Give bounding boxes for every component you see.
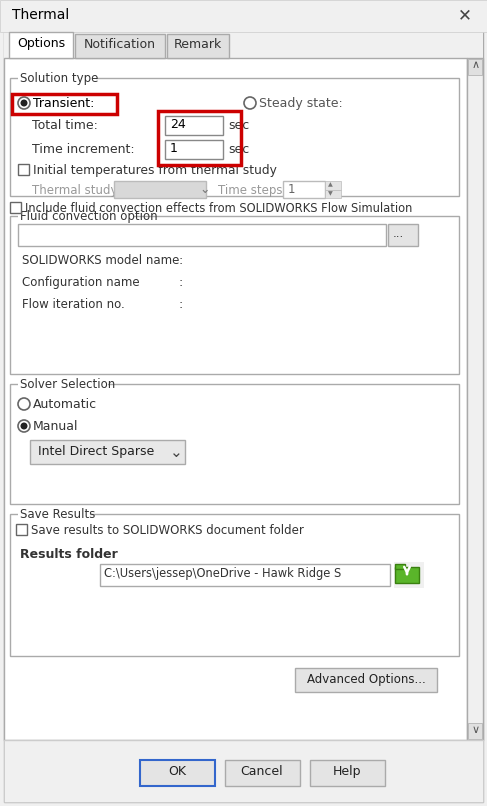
Text: Solver Selection: Solver Selection [20, 378, 115, 391]
Text: C:\Users\jessep\OneDrive - Hawk Ridge S: C:\Users\jessep\OneDrive - Hawk Ridge S [104, 567, 341, 580]
Circle shape [20, 99, 27, 106]
Text: Total time:: Total time: [32, 119, 98, 132]
Text: Time increment:: Time increment: [32, 143, 134, 156]
Bar [394, 562, 424, 588]
Text: Remark: Remark [174, 38, 222, 51]
Text: ∧: ∧ [472, 60, 480, 70]
Text: sec: sec [228, 119, 249, 132]
Bar [395, 567, 419, 583]
Text: :: : [178, 276, 182, 289]
Bar [16, 524, 27, 535]
Bar [388, 224, 418, 246]
Text: Flow iteration no.: Flow iteration no. [22, 298, 125, 311]
Text: Intel Direct Sparse: Intel Direct Sparse [38, 445, 154, 458]
Bar [325, 190, 341, 198]
Text: 24: 24 [170, 118, 186, 131]
Bar [18, 377, 108, 391]
Text: Transient:: Transient: [33, 97, 94, 110]
Bar [283, 181, 325, 198]
Text: ▲: ▲ [328, 182, 333, 187]
Text: Initial temperatures from thermal study: Initial temperatures from thermal study [33, 164, 277, 177]
Text: SOLIDWORKS model name: SOLIDWORKS model name [22, 254, 179, 267]
Bar [158, 111, 241, 165]
Text: ...: ... [393, 227, 404, 240]
Text: ⌄: ⌄ [170, 445, 183, 460]
Bar [100, 564, 390, 586]
Bar [18, 507, 90, 521]
Text: Configuration name: Configuration name [22, 276, 140, 289]
Text: Advanced Options...: Advanced Options... [307, 673, 425, 686]
Text: ▼: ▼ [328, 191, 333, 196]
Bar [4, 740, 483, 802]
Text: Save Results: Save Results [20, 508, 95, 521]
Bar [10, 514, 459, 656]
Bar [395, 564, 405, 569]
Text: 1: 1 [170, 142, 178, 155]
Text: :: : [178, 298, 182, 311]
Text: Save results to SOLIDWORKS document folder: Save results to SOLIDWORKS document fold… [31, 524, 304, 537]
Text: ∨: ∨ [472, 725, 480, 735]
Text: Thermal study:: Thermal study: [32, 184, 121, 197]
Bar [75, 34, 165, 58]
Bar [18, 209, 133, 223]
Bar [225, 760, 300, 786]
Bar [165, 140, 223, 159]
Circle shape [18, 420, 30, 432]
Text: Include fluid convection effects from SOLIDWORKS Flow Simulation: Include fluid convection effects from SO… [25, 202, 412, 215]
Bar [167, 34, 229, 58]
Text: Help: Help [333, 765, 361, 778]
Bar [467, 58, 483, 740]
Bar [295, 668, 437, 692]
Circle shape [244, 97, 256, 109]
Bar [468, 59, 482, 75]
Bar [10, 78, 459, 196]
Text: Notification: Notification [84, 38, 156, 51]
Text: Automatic: Automatic [33, 398, 97, 411]
Text: sec: sec [228, 143, 249, 156]
Text: OK: OK [168, 765, 186, 778]
Circle shape [18, 398, 30, 410]
Circle shape [20, 422, 27, 430]
Text: Results folder: Results folder [20, 548, 118, 561]
Bar [165, 116, 223, 135]
Bar [325, 181, 341, 190]
Text: Solution type: Solution type [20, 72, 98, 85]
Bar [12, 94, 117, 114]
Circle shape [18, 97, 30, 109]
Text: Time steps:: Time steps: [218, 184, 286, 197]
Text: ✕: ✕ [458, 6, 472, 24]
Bar [4, 32, 483, 60]
Bar [114, 181, 206, 198]
Bar [140, 760, 215, 786]
Bar [18, 71, 96, 85]
Text: Fluid convection option: Fluid convection option [20, 210, 158, 223]
Bar [30, 440, 185, 464]
Text: ⌄: ⌄ [199, 183, 209, 196]
Text: :: : [178, 254, 182, 267]
Bar [310, 760, 385, 786]
Text: Manual: Manual [33, 420, 78, 433]
Bar [18, 164, 29, 175]
Bar [468, 723, 482, 739]
Bar [10, 216, 459, 374]
Bar [10, 384, 459, 504]
Bar [18, 224, 386, 246]
Text: Thermal: Thermal [12, 8, 69, 22]
Bar [10, 202, 21, 213]
Text: Cancel: Cancel [241, 765, 283, 778]
Text: Steady state:: Steady state: [259, 97, 343, 110]
Bar [4, 58, 467, 740]
Bar [0, 0, 487, 32]
Text: 1: 1 [288, 183, 296, 196]
Text: Options: Options [17, 37, 65, 50]
Bar [9, 32, 73, 58]
